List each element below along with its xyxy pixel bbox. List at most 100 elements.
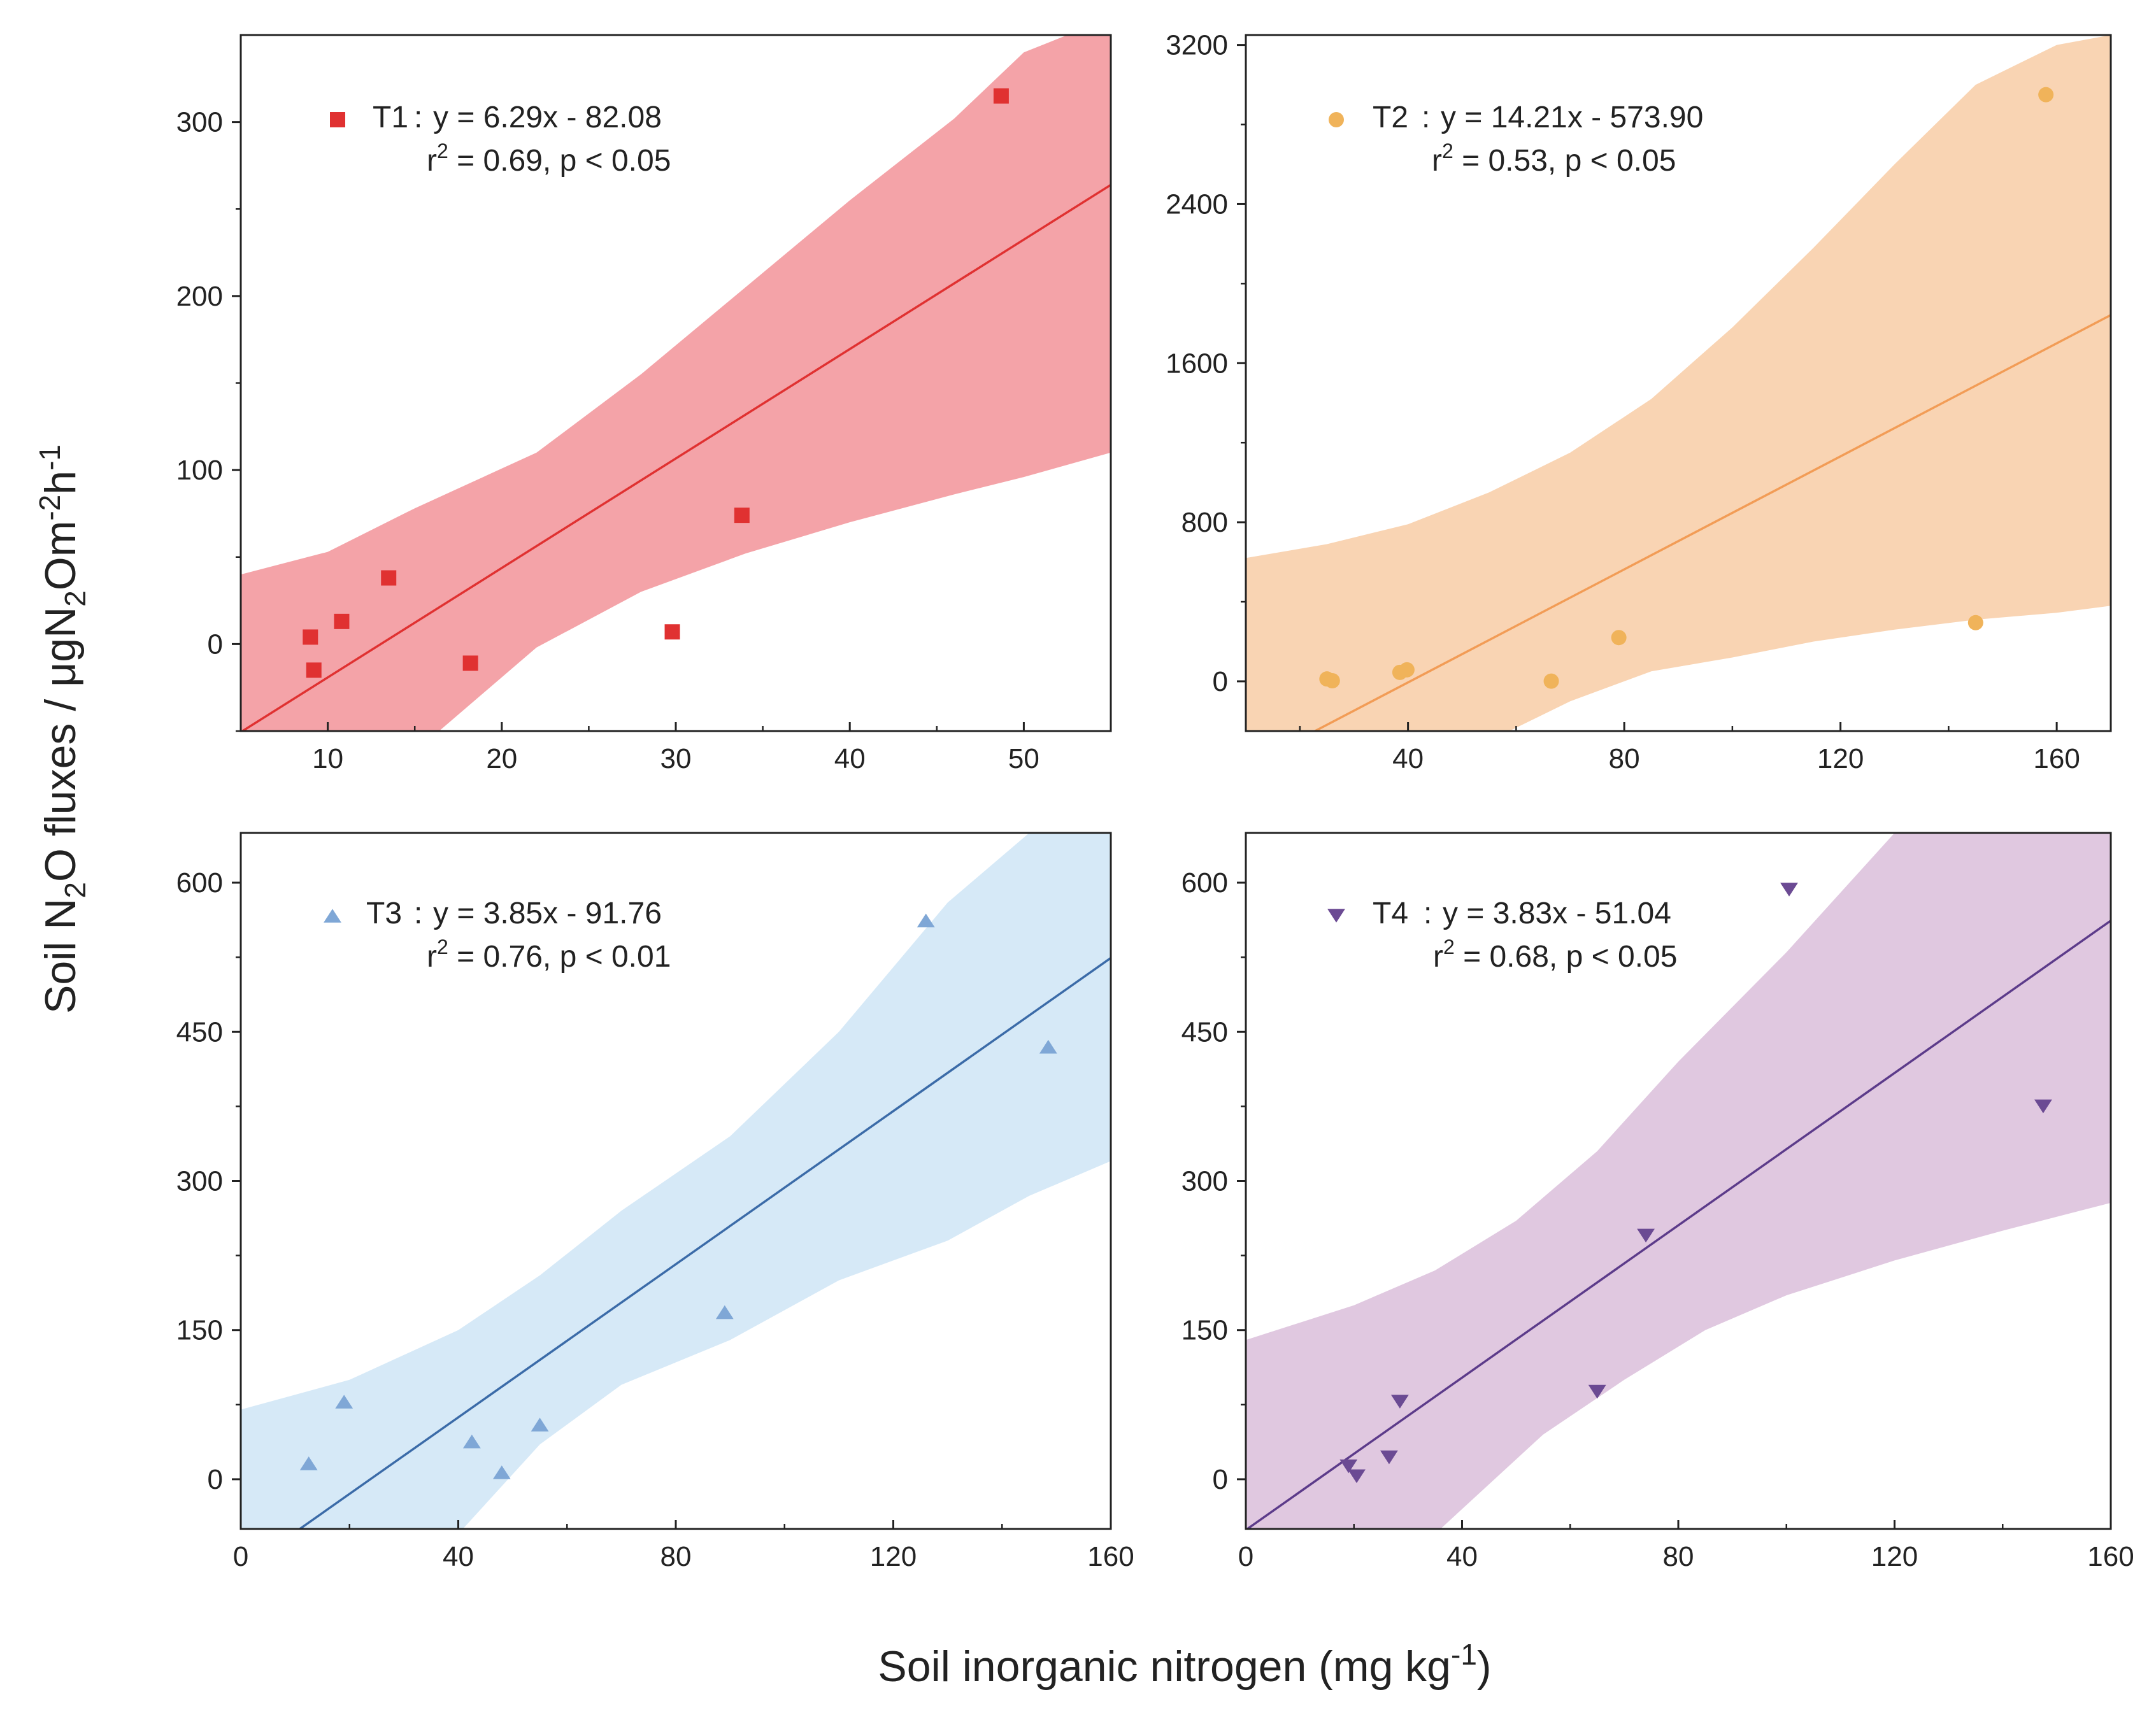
panel-t4: 0 40 80 120 160 0 150 300 450 600 T4 : y = 3.83x … xyxy=(1182,832,2134,1572)
regression-line xyxy=(297,956,1111,1529)
legend-colon: : xyxy=(414,101,422,134)
x-tick-label: 40 xyxy=(834,743,866,774)
data-point xyxy=(462,655,478,671)
data-point xyxy=(299,1456,318,1470)
y-axis-title: Soil N2O fluxes / μgN2Om-2h-1 xyxy=(33,444,92,1014)
axis-ticks: 0 40 80 120 160 0 150 300 450 600 xyxy=(1182,867,2134,1572)
legend-label: T2 xyxy=(1373,101,1408,134)
legend-symbol xyxy=(1329,112,1344,127)
data-point xyxy=(715,1305,734,1319)
fit-line xyxy=(1312,314,2111,731)
stats-text: r2 = 0.53, p < 0.05 xyxy=(1432,139,1676,178)
y-tick-label: 600 xyxy=(1182,867,1228,899)
data-point xyxy=(1637,1228,1655,1243)
data-point xyxy=(531,1418,549,1432)
x-tick-label: 160 xyxy=(1087,1541,1134,1572)
x-tick-label: 30 xyxy=(660,743,692,774)
legend: T2 : y = 14.21x - 573.90 r2 = 0.53, p < … xyxy=(1329,101,1703,178)
x-tick-label: 0 xyxy=(1238,1541,1253,1572)
x-tick-label: 160 xyxy=(2033,743,2080,774)
y-tick-label: 800 xyxy=(1182,507,1228,538)
regression-line xyxy=(241,183,1111,731)
y-tick-label: 3200 xyxy=(1166,30,1228,61)
x-tick-label: 160 xyxy=(2087,1541,2134,1572)
legend: T3 : y = 3.85x - 91.76 r2 = 0.76, p < 0.… xyxy=(324,897,671,974)
equation-text: y = 3.83x - 51.04 xyxy=(1443,897,1671,930)
legend-marker xyxy=(1327,909,1345,923)
data-point xyxy=(734,508,750,523)
x-tick-label: 80 xyxy=(660,1541,692,1572)
legend-colon: : xyxy=(1422,101,1430,134)
y-tick-label: 600 xyxy=(176,867,223,899)
regression-line xyxy=(1246,920,2111,1529)
band-area xyxy=(1246,35,2111,731)
x-tick-label: 40 xyxy=(443,1541,474,1572)
legend-symbol xyxy=(330,112,345,127)
data-points xyxy=(1339,883,2052,1484)
confidence-band xyxy=(241,833,1111,1529)
y-tick-label: 0 xyxy=(1213,666,1228,697)
panel-t1: 10 20 30 40 50 0 100 200 300 T1 : y = 6.29x - 82… xyxy=(176,34,1112,774)
x-tick-label: 120 xyxy=(1817,743,1864,774)
fit-line xyxy=(1246,920,2111,1529)
x-tick-label: 20 xyxy=(486,743,517,774)
confidence-band xyxy=(1246,833,2111,1529)
legend-symbol xyxy=(324,909,341,923)
data-point xyxy=(2038,87,2054,103)
x-axis-title: Soil inorganic nitrogen (mg kg-1) xyxy=(878,1638,1491,1691)
y-tick-label: 0 xyxy=(1213,1464,1228,1495)
equation-text: y = 14.21x - 573.90 xyxy=(1441,101,1703,134)
data-point xyxy=(1967,615,1983,630)
x-tick-label: 0 xyxy=(233,1541,248,1572)
data-point xyxy=(334,613,350,629)
y-tick-label: 200 xyxy=(176,281,223,312)
plot-frame xyxy=(239,34,1112,732)
data-point xyxy=(1339,1459,1358,1474)
data-point xyxy=(1348,1469,1366,1484)
y-tick-label: 300 xyxy=(176,1166,223,1197)
data-point xyxy=(492,1465,511,1479)
x-tick-label: 40 xyxy=(1392,743,1424,774)
y-tick-label: 450 xyxy=(1182,1016,1228,1048)
data-point xyxy=(1324,672,1340,688)
band-area xyxy=(241,35,1111,731)
axis-ticks: 0 40 80 120 160 0 150 300 450 600 xyxy=(176,867,1134,1572)
data-points xyxy=(303,88,1009,678)
confidence-band xyxy=(1246,35,2111,731)
stats-text: r2 = 0.69, p < 0.05 xyxy=(427,139,671,178)
data-point xyxy=(1543,673,1559,689)
legend-colon: : xyxy=(1424,897,1432,930)
y-tick-label: 100 xyxy=(176,455,223,486)
plot-frame xyxy=(1245,34,2112,732)
data-point xyxy=(1399,662,1415,678)
y-tick-label: 300 xyxy=(1182,1166,1228,1197)
x-tick-label: 120 xyxy=(1871,1541,1918,1572)
legend-symbol xyxy=(1327,909,1345,923)
y-tick-label: 0 xyxy=(208,1464,223,1495)
y-tick-label: 150 xyxy=(176,1315,223,1346)
x-tick-label: 40 xyxy=(1446,1541,1478,1572)
y-tick-label: 1600 xyxy=(1166,348,1228,379)
data-point xyxy=(993,88,1009,104)
fit-line xyxy=(241,183,1111,731)
equation-text: y = 6.29x - 82.08 xyxy=(433,101,662,134)
data-point xyxy=(917,913,935,928)
data-point xyxy=(1039,1039,1057,1054)
x-tick-label: 50 xyxy=(1008,743,1039,774)
x-tick-label: 80 xyxy=(1663,1541,1694,1572)
plot-frame xyxy=(239,832,1112,1530)
band-area xyxy=(241,833,1111,1529)
y-tick-label: 300 xyxy=(176,107,223,138)
legend-colon: : xyxy=(414,897,422,930)
data-point xyxy=(462,1434,481,1449)
y-tick-label: 2400 xyxy=(1166,188,1228,220)
data-point xyxy=(1380,1450,1398,1465)
legend-label: T4 xyxy=(1373,897,1408,930)
y-tick-label: 450 xyxy=(176,1016,223,1048)
equation-text: y = 3.85x - 91.76 xyxy=(433,897,662,930)
x-tick-label: 80 xyxy=(1609,743,1640,774)
confidence-band xyxy=(241,35,1111,731)
band-area xyxy=(1246,833,2111,1529)
data-points xyxy=(1319,87,2054,689)
